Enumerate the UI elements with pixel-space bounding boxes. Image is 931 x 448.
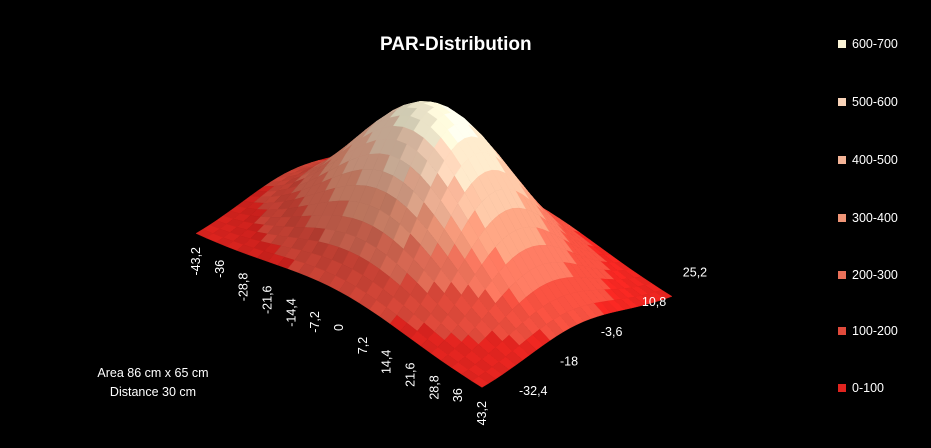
legend-item: 100-200 [838, 323, 898, 339]
legend-item: 0-100 [838, 380, 884, 396]
y-tick-label: -18 [560, 354, 578, 368]
chart-title: PAR-Distribution [380, 34, 532, 55]
legend-label: 600-700 [852, 37, 898, 51]
legend-swatch-0-100 [838, 384, 846, 392]
legend-label: 400-500 [852, 153, 898, 167]
legend-swatch-300-400 [838, 214, 846, 222]
x-tick-label: -28,8 [237, 273, 251, 302]
x-tick-label: 21,6 [404, 362, 418, 386]
legend-label: 100-200 [852, 324, 898, 338]
x-tick-label: -36 [213, 260, 227, 278]
legend-item: 500-600 [838, 94, 898, 110]
y-tick-label: 10,8 [642, 295, 666, 309]
x-tick-label: 0 [332, 324, 346, 331]
legend-label: 500-600 [852, 95, 898, 109]
area-note: Area 86 cm x 65 cm [97, 366, 209, 380]
x-tick-label: 36 [451, 388, 465, 402]
legend-swatch-200-300 [838, 271, 846, 279]
legend-swatch-500-600 [838, 98, 846, 106]
surface-mesh [195, 101, 673, 388]
x-tick-label: -21,6 [261, 285, 275, 314]
legend-label: 300-400 [852, 211, 898, 225]
legend-item: 400-500 [838, 152, 898, 168]
x-axis-ticks: -43,2 -36 -28,8 -21,6 -14,4 -7,2 0 7,2 14,4 21,6 2… [189, 247, 489, 425]
y-tick-label: -3,6 [601, 325, 623, 339]
x-tick-label: 14,4 [380, 350, 394, 374]
legend-item: 300-400 [838, 210, 898, 226]
legend-swatch-100-200 [838, 327, 846, 335]
legend-item: 200-300 [838, 267, 898, 283]
y-tick-label: -32,4 [519, 384, 548, 398]
legend-swatch-600-700 [838, 40, 846, 48]
x-tick-label: -43,2 [189, 247, 203, 276]
x-tick-label: -7,2 [308, 311, 322, 333]
x-tick-label: 43,2 [475, 401, 489, 425]
legend-item: 600-700 [838, 36, 898, 52]
distance-note: Distance 30 cm [109, 385, 197, 399]
measurement-notes: Area 86 cm x 65 cm Distance 30 cm [88, 364, 218, 402]
x-tick-label: 7,2 [356, 337, 370, 354]
y-tick-label: 25,2 [683, 266, 707, 280]
legend-swatch-400-500 [838, 156, 846, 164]
y-axis-ticks: -32,4 -18 -3,6 10,8 25,2 [519, 266, 707, 398]
legend-label: 200-300 [852, 268, 898, 282]
x-tick-label: 28,8 [427, 375, 441, 399]
legend-label: 0-100 [852, 381, 884, 395]
surface-cell [471, 376, 490, 388]
legend: 600-700 500-600 400-500 300-400 200-300 … [838, 36, 928, 406]
x-tick-label: -14,4 [284, 298, 298, 327]
